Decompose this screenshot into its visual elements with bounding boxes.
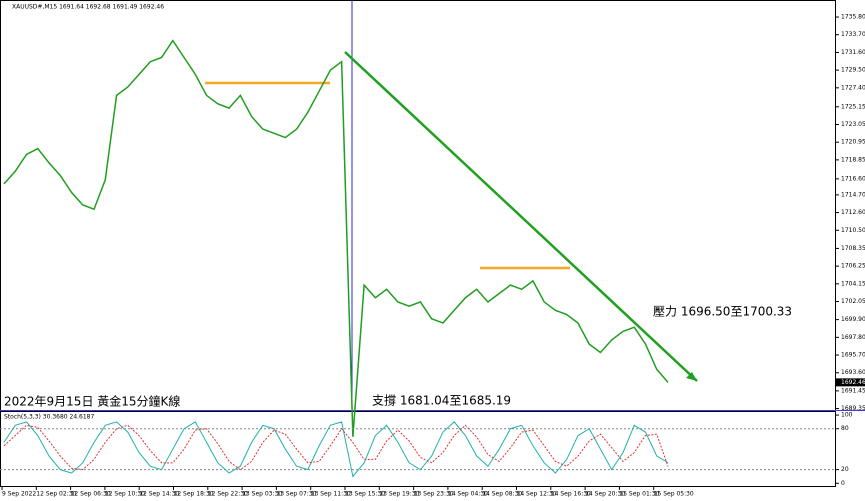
- y-tick-label: 1712.60: [841, 209, 865, 216]
- stoch-pane: [0, 411, 836, 487]
- y-tick-label: 1708.35: [841, 245, 865, 252]
- y-tick-label: 1710.50: [841, 227, 865, 234]
- y-tick-label: 1718.85: [841, 156, 865, 163]
- y-tick-label: 1725.15: [841, 103, 865, 110]
- annotation: 2022年9月15日 黃金15分鐘K線: [4, 394, 180, 409]
- x-tick-label: 13 Sep 03:30: [242, 491, 282, 498]
- x-tick-label: 12 Sep 06:30: [71, 491, 111, 498]
- y-tick-label: 1691.45: [841, 387, 865, 394]
- x-tick-label: 13 Sep 07:30: [276, 491, 316, 498]
- x-tick-label: 12 Sep 18:30: [174, 491, 214, 498]
- price-line: [3, 39, 669, 437]
- stoch-line: [3, 421, 669, 478]
- y-tick-label: 1727.40: [841, 84, 865, 91]
- y-tick-label: 1697.80: [841, 334, 865, 341]
- y-tick-label: 20: [841, 466, 849, 473]
- x-tick-label: 15 Sep 05:30: [654, 491, 694, 498]
- y-tick-label: 0: [841, 480, 845, 487]
- x-tick-label: 14 Sep 08:30: [482, 491, 522, 498]
- y-tick-label: 100: [841, 412, 853, 419]
- x-tick-label: 12 Sep 14:30: [139, 491, 179, 498]
- x-tick-label: 12 Sep 22:30: [208, 491, 248, 498]
- x-tick-label: 14 Sep 16:30: [551, 491, 591, 498]
- y-tick-label: 1733.70: [841, 31, 865, 38]
- chart-header: XAUUSD#,M15 1691.64 1692.68 1691.49 1692…: [12, 4, 164, 11]
- stoch-header: Stoch(5,3,3) 30.3680 24.6187: [4, 414, 95, 421]
- y-tick-label: 1699.90: [841, 316, 865, 323]
- x-tick-label: 12 Sep 10:30: [105, 491, 145, 498]
- annotation: 支撐 1681.04至1685.19: [372, 394, 511, 408]
- x-tick-label: 12 Sep 02:30: [36, 491, 76, 498]
- x-tick-label: 14 Sep 20:30: [585, 491, 625, 498]
- stoch-line: [3, 424, 669, 471]
- x-tick-label: 14 Sep 12:30: [517, 491, 557, 498]
- price-pane: [0, 0, 836, 411]
- y-tick-label: 1706.25: [841, 263, 865, 270]
- price-tag-label: 1692.46: [841, 379, 865, 386]
- annotation: 壓力 1696.50至1700.33: [653, 305, 792, 319]
- y-tick-label: 1702.05: [841, 298, 865, 305]
- x-tick-label: 13 Sep 11:30: [311, 491, 351, 498]
- trend-arrow: [686, 372, 697, 381]
- trend-line: [344, 51, 698, 382]
- y-tick-label: 1689.35: [841, 405, 865, 412]
- y-tick-label: 1714.70: [841, 191, 865, 198]
- x-tick-label: 15 Sep 01:30: [619, 491, 659, 498]
- y-tick-label: 1693.60: [841, 369, 865, 376]
- y-tick-label: 1723.05: [841, 121, 865, 128]
- x-tick-label: 13 Sep 15:30: [345, 491, 385, 498]
- y-tick-label: 80: [841, 425, 849, 432]
- y-tick-label: 1735.80: [841, 14, 865, 21]
- x-tick-label: 13 Sep 19:30: [379, 491, 419, 498]
- y-tick-label: 1716.60: [841, 175, 865, 182]
- y-tick-label: 1695.70: [841, 352, 865, 359]
- y-tick-label: 1729.50: [841, 67, 865, 74]
- y-tick-label: 1720.95: [841, 139, 865, 146]
- y-tick-label: 1731.60: [841, 49, 865, 56]
- price-tag: [836, 378, 865, 387]
- y-tick-label: 1704.15: [841, 280, 865, 287]
- x-tick-label: 9 Sep 2022: [2, 491, 36, 498]
- x-tick-label: 13 Sep 23:30: [414, 491, 454, 498]
- x-tick-label: 14 Sep 04:30: [448, 491, 488, 498]
